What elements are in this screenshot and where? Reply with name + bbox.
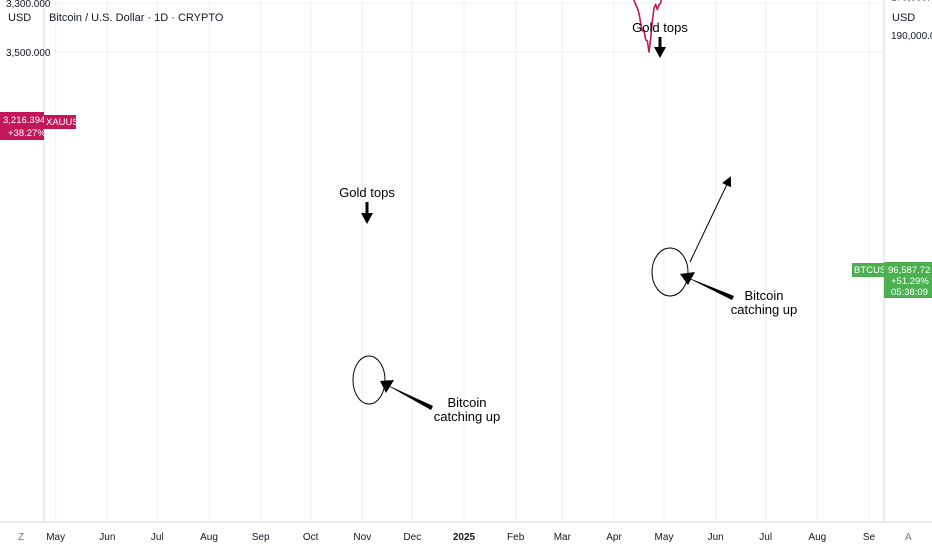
- projection-arrow-icon: [689, 176, 732, 263]
- right-axis-tick: 170,000.00: [891, 0, 932, 4]
- time-axis-tick: Jul: [759, 532, 772, 543]
- bitcoin-catching-up-line1: Bitcoin: [447, 395, 486, 410]
- left-axis-currency: USD: [8, 12, 31, 24]
- symbol-title: Bitcoin / U.S. Dollar · 1D · CRYPTO: [49, 12, 224, 24]
- pointer-arrow-icon: [383, 383, 433, 410]
- time-axis-tick: Nov: [353, 532, 371, 543]
- bitcoin-catching-up-annotation-1: Bitcoin catching up: [352, 355, 501, 424]
- xauusd-change: +38.27%: [8, 128, 46, 139]
- time-axis-tick: Aug: [808, 532, 826, 543]
- btcusd-price: 96,587.72: [888, 265, 930, 276]
- highlight-circle: [651, 247, 689, 297]
- xauusd-price-badge[interactable]: 3,216.394 +38.27% XAUUSD: [0, 112, 86, 140]
- time-axis-tick: Sep: [252, 532, 270, 543]
- time-axis-tick: May: [655, 532, 674, 543]
- right-axis-tick: 190,000.00: [891, 31, 932, 42]
- chart-grid: [44, 0, 884, 522]
- btcusd-name: BTCUSD: [854, 265, 893, 276]
- gold-tops-annotation-1: Gold tops: [339, 185, 395, 224]
- gold-tops-annotation-2: Gold tops: [632, 20, 688, 58]
- time-axis[interactable]: May Jun Jul Aug Sep Oct Nov Dec 2025 Feb Mar Apr May…: [46, 532, 875, 543]
- btcusd-price-badge[interactable]: BTCUSD 96,587.72 +51.29% 05:38:09: [852, 262, 932, 298]
- gold-tops-label-1: Gold tops: [339, 185, 395, 200]
- time-axis-tick: Se: [863, 532, 876, 543]
- time-axis-tick: Mar: [554, 532, 572, 543]
- time-axis-tick: Jul: [151, 532, 164, 543]
- btcusd-change: +51.29%: [891, 276, 929, 287]
- xauusd-badge-bg: [0, 112, 44, 140]
- right-price-axis[interactable]: USD 190,000.00170,000.00150,000.00130,00…: [891, 0, 932, 42]
- bitcoin-catching-up-line1: Bitcoin: [744, 288, 783, 303]
- bitcoin-catching-up-line2: catching up: [731, 302, 798, 317]
- down-arrow-head-icon: [654, 47, 666, 58]
- pointer-arrow-icon: [684, 276, 734, 300]
- time-axis-tick: Jun: [99, 532, 115, 543]
- bitcoin-catching-up-line2: catching up: [434, 409, 501, 424]
- btcusd-name-bg: [852, 263, 884, 277]
- auto-scale-button[interactable]: A: [905, 532, 912, 543]
- xauusd-name-bg: [44, 115, 76, 129]
- pointer-arrow-head-icon: [680, 272, 695, 285]
- bitcoin-catching-up-annotation-2: Bitcoin catching up: [651, 176, 798, 317]
- highlight-circle: [352, 355, 386, 405]
- time-axis-tick: Feb: [507, 532, 525, 543]
- left-axis-tick: 3,300.000: [6, 0, 51, 10]
- xauusd-price: 3,216.394: [3, 115, 45, 126]
- time-axis-tick: Dec: [403, 532, 421, 543]
- btcusd-countdown: 05:38:09: [891, 287, 928, 298]
- time-axis-tick: Aug: [200, 532, 218, 543]
- time-axis-tick: Apr: [606, 532, 622, 543]
- down-arrow-head-icon: [361, 213, 373, 224]
- timezone-z-button[interactable]: Z: [18, 532, 24, 543]
- btcusd-badge-bg: [884, 262, 932, 298]
- time-axis-tick: Oct: [303, 532, 319, 543]
- left-axis-tick: 3,500.000: [6, 48, 51, 59]
- pointer-arrow-head-icon: [380, 380, 394, 393]
- gold-tops-label-2: Gold tops: [632, 20, 688, 35]
- time-axis-tick: May: [46, 532, 65, 543]
- xauusd-name: XAUUSD: [46, 117, 86, 128]
- left-price-axis[interactable]: USD 3,500.0003,300.0003,100.0002,900.000…: [6, 0, 51, 59]
- time-axis-tick: Jun: [708, 532, 724, 543]
- time-axis-tick: 2025: [453, 532, 476, 543]
- right-axis-currency: USD: [892, 12, 915, 24]
